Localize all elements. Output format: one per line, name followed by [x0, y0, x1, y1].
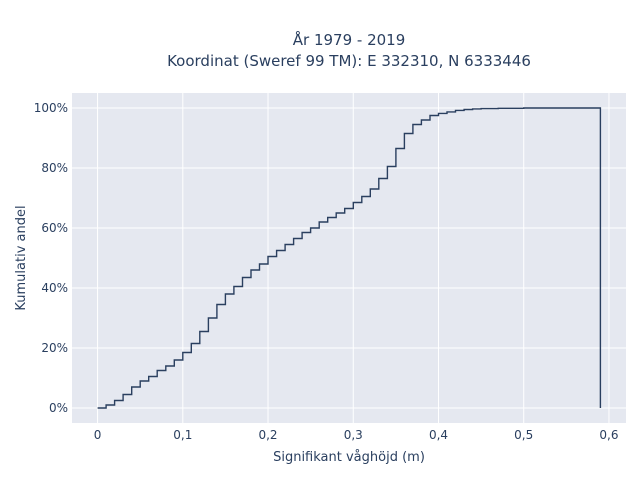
- chart-title-line-2: Koordinat (Sweref 99 TM): E 332310, N 63…: [167, 52, 531, 70]
- x-axis-ticks: 0 0,1 0,2 0,3 0,4 0,5 0,6: [94, 428, 619, 442]
- x-tick-label: 0,4: [429, 428, 448, 442]
- x-tick-label: 0,5: [514, 428, 533, 442]
- plot-area: [72, 93, 626, 423]
- y-tick-label: 60%: [41, 221, 68, 235]
- y-tick-label: 80%: [41, 161, 68, 175]
- series: [97, 107, 602, 409]
- y-tick-label: 40%: [41, 281, 68, 295]
- x-tick-label: 0,2: [258, 428, 277, 442]
- y-axis-title: Kumulativ andel: [14, 205, 29, 310]
- x-tick-label: 0,6: [599, 428, 618, 442]
- x-axis-title: Signifikant våghöjd (m): [273, 450, 425, 465]
- y-tick-label: 100%: [34, 101, 68, 115]
- ecdf-line: [97, 107, 602, 409]
- chart-title: År 1979 - 2019 Koordinat (Sweref 99 TM):…: [167, 30, 531, 70]
- y-tick-label: 0%: [49, 401, 68, 415]
- y-tick-label: 20%: [41, 341, 68, 355]
- x-tick-label: 0,1: [173, 428, 192, 442]
- x-tick-label: 0,3: [344, 428, 363, 442]
- x-tick-label: 0: [94, 428, 102, 442]
- chart-title-line-1: År 1979 - 2019: [293, 30, 406, 49]
- y-axis-ticks: 0% 20% 40% 60% 80% 100%: [34, 101, 68, 415]
